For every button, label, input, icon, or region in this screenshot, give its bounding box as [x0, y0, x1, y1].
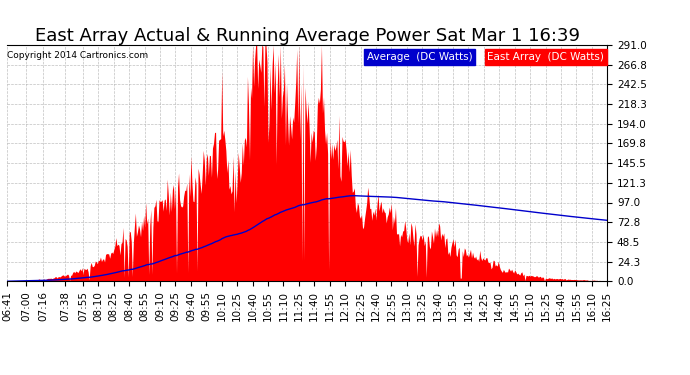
- Text: Average  (DC Watts): Average (DC Watts): [367, 52, 473, 62]
- Title: East Array Actual & Running Average Power Sat Mar 1 16:39: East Array Actual & Running Average Powe…: [34, 27, 580, 45]
- Text: East Array  (DC Watts): East Array (DC Watts): [487, 52, 604, 62]
- Text: Copyright 2014 Cartronics.com: Copyright 2014 Cartronics.com: [7, 51, 148, 60]
